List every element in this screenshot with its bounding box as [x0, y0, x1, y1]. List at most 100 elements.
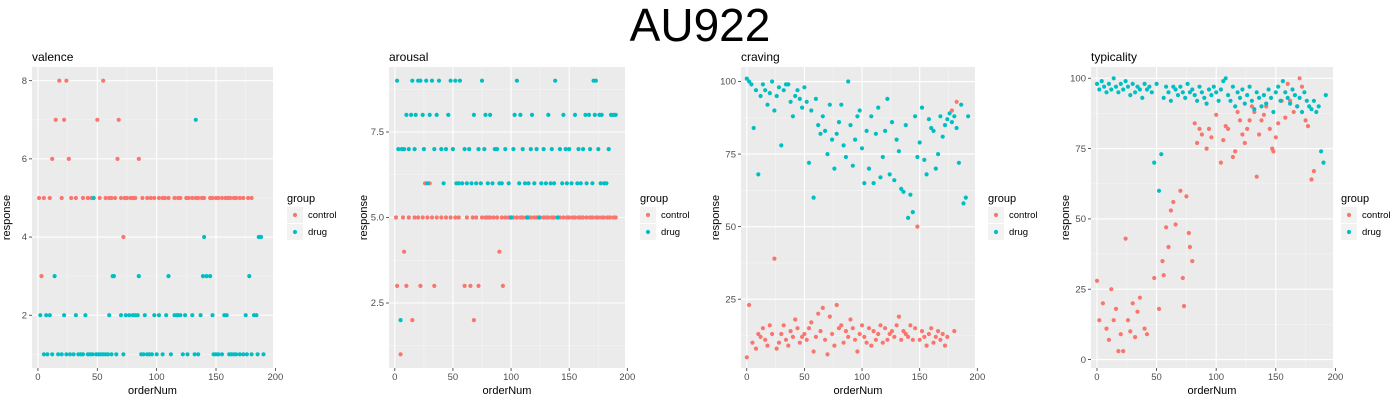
data-point-drug — [210, 313, 215, 318]
data-point-drug — [412, 147, 417, 152]
data-point-drug — [1190, 87, 1195, 92]
data-point-drug — [797, 96, 802, 101]
data-point-drug — [1199, 90, 1204, 95]
data-point-drug — [586, 112, 592, 117]
data-point-drug — [109, 352, 114, 357]
data-point-drug — [1180, 90, 1185, 95]
data-point-drug — [903, 123, 908, 128]
data-point-drug — [396, 147, 401, 152]
data-point-drug — [966, 114, 971, 119]
data-point-drug — [44, 313, 49, 318]
data-point-control — [1190, 259, 1195, 264]
data-point-drug — [1166, 90, 1171, 95]
data-point-control — [1247, 118, 1252, 123]
data-point-control — [1133, 335, 1138, 340]
data-point-drug — [1204, 101, 1209, 106]
data-point-control — [1116, 349, 1121, 354]
data-point-drug — [765, 102, 770, 107]
data-point-control — [744, 355, 749, 360]
data-point-drug — [1230, 84, 1235, 89]
data-point-drug — [1311, 98, 1316, 103]
data-point-drug — [567, 147, 572, 152]
data-point-control — [109, 195, 114, 201]
data-point-drug — [767, 91, 772, 96]
data-point-control — [781, 323, 786, 328]
data-point-drug — [45, 352, 50, 357]
plot-background — [1091, 67, 1333, 368]
data-point-drug — [1237, 95, 1243, 100]
data-point-drug — [142, 313, 147, 318]
data-point-drug — [878, 175, 883, 180]
data-point-drug — [1161, 95, 1166, 100]
data-point-drug — [922, 157, 927, 162]
data-point-drug — [859, 146, 865, 151]
data-point-drug — [1135, 84, 1140, 89]
data-point-drug — [532, 181, 537, 186]
data-point-drug — [1171, 84, 1176, 89]
chart-panel-typicality: 0 50 100 150 200 0 25 50 75 100 typicality orderNum… — [1060, 50, 1391, 397]
data-point-drug — [910, 210, 915, 215]
data-point-drug — [539, 181, 544, 186]
legend: group control drug — [640, 193, 690, 240]
data-point-control — [917, 337, 922, 342]
data-point-control — [760, 326, 766, 331]
data-point-drug — [1159, 152, 1164, 157]
data-point-drug — [896, 149, 902, 154]
data-point-drug — [91, 195, 96, 201]
data-point-drug — [208, 274, 213, 279]
y-tick-label: 50 — [725, 222, 736, 233]
y-axis-title: response — [1, 195, 13, 240]
data-point-control — [772, 256, 777, 261]
chart-panel-valence: 0 50 100 150 200 2 4 6 8 valence orderNum response g… — [1, 50, 337, 397]
data-point-control — [830, 331, 835, 337]
data-point-drug — [436, 78, 442, 83]
data-point-drug — [776, 85, 782, 90]
y-tick-label: 100 — [720, 77, 736, 88]
data-point-drug — [427, 112, 432, 117]
data-point-control — [488, 215, 493, 220]
data-point-drug — [80, 352, 86, 357]
data-point-drug — [827, 102, 832, 107]
x-tick-label: 50 — [1151, 372, 1162, 383]
data-point-control — [832, 343, 837, 348]
data-point-drug — [1137, 87, 1142, 92]
data-point-drug — [834, 131, 839, 136]
data-point-drug — [456, 181, 461, 186]
data-point-drug — [1192, 93, 1197, 98]
y-tick-label: 8 — [22, 76, 27, 87]
data-point-control — [913, 326, 918, 331]
data-point-drug — [1102, 84, 1107, 89]
data-point-drug — [588, 147, 593, 152]
data-point-control — [774, 346, 779, 351]
data-point-drug — [1178, 84, 1183, 89]
data-point-drug — [1226, 93, 1231, 98]
data-point-drug — [543, 181, 549, 186]
data-point-control — [69, 195, 74, 201]
data-point-drug — [488, 112, 493, 117]
data-point-control — [1106, 337, 1111, 342]
data-point-control — [1240, 132, 1245, 137]
data-point-control — [1094, 278, 1100, 283]
data-point-control — [1249, 104, 1254, 109]
data-point-control — [1230, 154, 1235, 160]
data-point-control — [432, 283, 437, 288]
data-point-drug — [894, 137, 899, 142]
data-point-drug — [1261, 93, 1266, 98]
data-point-drug — [196, 352, 201, 357]
data-point-drug — [557, 147, 563, 152]
data-point-drug — [883, 128, 888, 133]
data-point-control — [546, 215, 551, 220]
data-point-control — [66, 156, 71, 161]
data-point-control — [797, 340, 802, 345]
data-point-drug — [887, 172, 892, 177]
data-point-control — [520, 215, 525, 220]
data-point-drug — [744, 76, 749, 81]
data-point-control — [931, 340, 936, 345]
data-point-control — [1104, 326, 1109, 331]
data-point-control — [237, 195, 242, 201]
data-point-drug — [1211, 84, 1216, 89]
data-point-drug — [1290, 87, 1295, 92]
data-point-drug — [809, 108, 814, 113]
data-point-control — [1113, 306, 1119, 311]
data-point-control — [1161, 273, 1166, 278]
